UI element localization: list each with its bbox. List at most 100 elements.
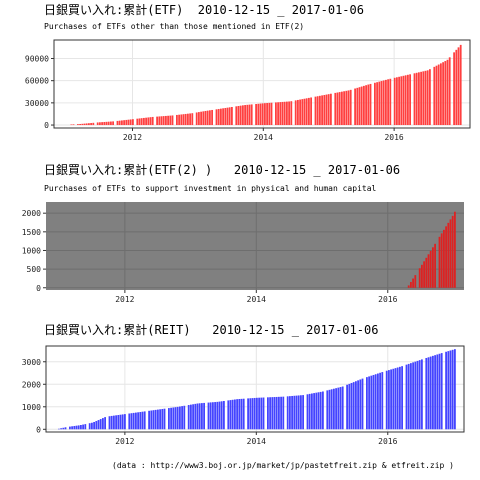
bar	[118, 120, 121, 126]
chart-1-subtitle: Purchases of ETFs other than those menti…	[44, 22, 305, 31]
y-tick-label: 2000	[22, 380, 41, 389]
bar	[115, 415, 117, 430]
bar	[313, 393, 315, 430]
bar	[282, 396, 285, 430]
bar	[315, 392, 318, 430]
bar	[149, 117, 152, 126]
bar	[382, 80, 385, 126]
bar	[319, 95, 321, 126]
y-tick-label: 0	[44, 121, 49, 130]
bar	[242, 398, 245, 430]
bar	[80, 425, 82, 430]
bar	[152, 410, 155, 430]
bar	[301, 99, 304, 126]
bar	[143, 117, 145, 126]
bar	[261, 103, 264, 126]
bar	[119, 414, 122, 430]
bar	[191, 113, 194, 126]
bar	[251, 398, 254, 430]
bar	[429, 250, 432, 288]
bar	[136, 118, 139, 126]
bar	[202, 111, 205, 126]
bar	[172, 407, 175, 430]
bar	[183, 405, 186, 430]
bar	[240, 398, 243, 430]
bar	[257, 103, 260, 126]
bar	[333, 388, 335, 430]
y-tick-label: 1000	[22, 403, 41, 412]
bar	[92, 122, 95, 126]
bar	[299, 99, 301, 126]
bar	[247, 398, 249, 430]
bar	[200, 111, 202, 126]
y-tick-label: 0	[36, 425, 41, 434]
bar	[129, 119, 132, 126]
bar	[181, 406, 183, 430]
bar	[286, 101, 288, 126]
bar	[399, 366, 401, 430]
bar	[288, 101, 290, 126]
bar	[308, 97, 310, 126]
bar	[69, 426, 71, 430]
bar	[426, 70, 429, 126]
bar	[258, 397, 260, 430]
bar	[432, 247, 434, 288]
bar	[376, 82, 378, 126]
bar	[187, 113, 189, 126]
bar	[256, 397, 258, 430]
bar	[264, 103, 266, 126]
bar	[339, 387, 342, 430]
bar	[223, 400, 225, 430]
bar	[349, 89, 352, 126]
bar	[370, 375, 373, 430]
bar	[410, 363, 412, 430]
bar	[280, 396, 282, 430]
bar	[447, 351, 450, 430]
bar	[412, 362, 414, 430]
bar	[345, 90, 348, 126]
bar	[132, 119, 134, 126]
bar	[421, 359, 423, 430]
bar	[184, 113, 187, 126]
bar	[82, 424, 84, 430]
bar	[107, 121, 110, 126]
bar	[214, 402, 216, 430]
bar	[394, 368, 397, 430]
bar	[453, 52, 455, 126]
bar	[433, 66, 436, 126]
bar	[269, 397, 271, 430]
y-tick-label: 2000	[22, 209, 41, 218]
x-tick-label: 2014	[247, 437, 266, 446]
bar	[158, 116, 161, 126]
bar	[190, 404, 192, 430]
bar	[297, 99, 299, 126]
bar	[238, 399, 241, 430]
bar	[150, 410, 153, 430]
bar	[189, 113, 191, 126]
bar	[440, 63, 442, 126]
x-tick-label: 2014	[254, 133, 273, 142]
bar	[427, 357, 430, 430]
bar	[116, 120, 119, 126]
chart-2-subtitle: Purchases of ETFs to support investment …	[44, 184, 377, 193]
bar	[105, 121, 108, 126]
bar	[365, 85, 367, 126]
bar	[169, 115, 172, 126]
bar	[250, 104, 253, 126]
bar	[75, 425, 78, 430]
bar	[161, 408, 164, 430]
bar	[414, 275, 417, 288]
bar	[237, 105, 240, 126]
bar	[455, 49, 458, 126]
bar	[335, 388, 337, 430]
bar	[88, 423, 91, 430]
bar	[97, 420, 100, 430]
bar	[321, 95, 323, 126]
bar	[207, 402, 210, 430]
bar	[77, 425, 80, 430]
bar	[132, 412, 135, 430]
bar	[437, 64, 440, 126]
x-tick-label: 2014	[247, 295, 266, 304]
bar	[415, 72, 418, 126]
bar	[73, 425, 76, 430]
